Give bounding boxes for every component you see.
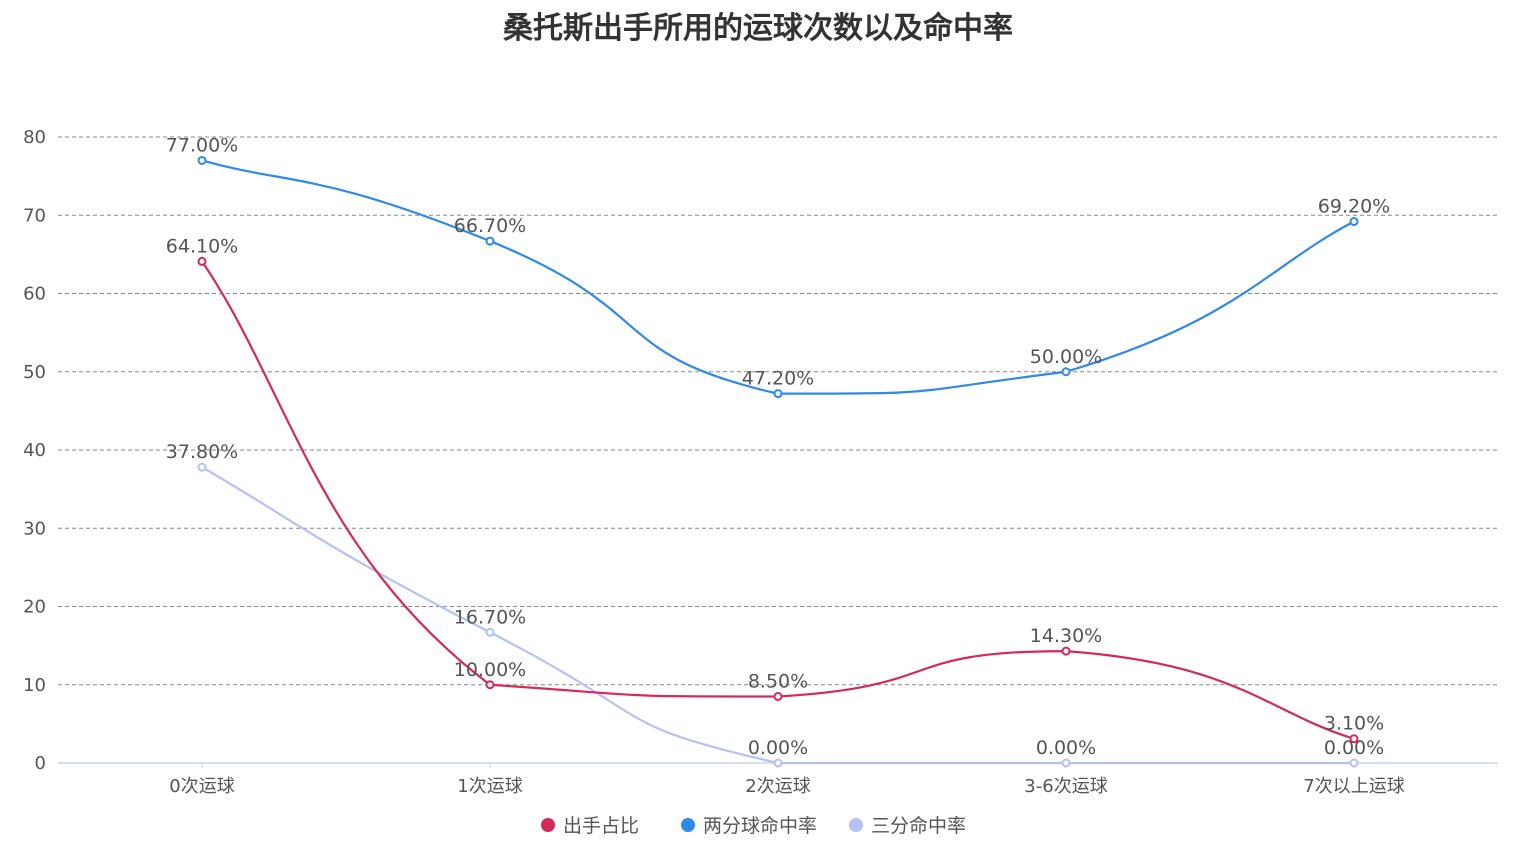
data-point[interactable] [197, 256, 207, 266]
y-tick-label: 40 [23, 440, 46, 461]
legend-marker [849, 818, 863, 832]
series-line [201, 260, 1355, 740]
data-point[interactable] [197, 155, 207, 165]
data-point[interactable] [197, 462, 207, 472]
data-label: 0.00% [748, 737, 808, 759]
data-point[interactable] [1061, 758, 1071, 768]
y-tick-label: 30 [23, 518, 46, 539]
x-tick-label: 0次运球 [169, 776, 234, 797]
x-tick-label: 7次以上运球 [1303, 776, 1404, 797]
y-tick-label: 50 [23, 362, 46, 383]
data-label: 14.30% [1030, 625, 1102, 647]
data-label: 0.00% [1324, 737, 1384, 759]
y-tick-label: 20 [23, 597, 46, 618]
data-label: 0.00% [1036, 737, 1096, 759]
y-tick-label: 0 [35, 753, 46, 774]
data-point[interactable] [1349, 734, 1359, 744]
data-label: 8.50% [748, 670, 808, 692]
legend-marker [541, 818, 555, 832]
legend-item[interactable]: 两分球命中率 [681, 815, 817, 837]
legend-item[interactable]: 三分命中率 [849, 815, 966, 837]
data-point[interactable] [773, 758, 783, 768]
data-label: 50.00% [1030, 346, 1102, 368]
legend-label: 两分球命中率 [703, 815, 817, 837]
legend-label: 出手占比 [563, 815, 639, 837]
x-tick-label: 3-6次运球 [1024, 776, 1107, 797]
data-point[interactable] [485, 680, 495, 690]
y-tick-label: 70 [23, 205, 46, 226]
chart-title: 桑托斯出手所用的运球次数以及命中率 [503, 11, 1013, 46]
data-point[interactable] [1061, 646, 1071, 656]
series-0: 64.10% 10.00% 8.50% 14.30% 3.10% [166, 235, 1384, 744]
y-tick-label: 80 [23, 127, 46, 148]
legend-item[interactable]: 出手占比 [541, 815, 639, 837]
data-point[interactable] [485, 236, 495, 246]
y-tick-label: 10 [23, 675, 46, 696]
legend-label: 三分命中率 [871, 815, 966, 837]
data-label: 10.00% [454, 659, 526, 681]
data-label: 16.70% [454, 606, 526, 628]
series-2: 37.80% 16.70% 0.00% 0.00% 0.00% [166, 441, 1384, 768]
data-label: 64.10% [166, 235, 238, 257]
data-point[interactable] [773, 389, 783, 399]
data-label: 66.70% [454, 215, 526, 237]
legend-marker [681, 818, 695, 832]
y-tick-label: 60 [23, 284, 46, 305]
data-point[interactable] [1061, 367, 1071, 377]
series-1: 77.00% 66.70% 47.20% 50.00% 69.20% [166, 134, 1390, 399]
data-label: 69.20% [1318, 196, 1390, 218]
data-point[interactable] [1349, 217, 1359, 227]
data-label: 77.00% [166, 134, 238, 156]
data-label: 37.80% [166, 441, 238, 463]
x-tick-label: 2次运球 [745, 776, 810, 797]
series-line [201, 466, 1354, 765]
data-point[interactable] [485, 627, 495, 637]
data-point[interactable] [773, 691, 783, 701]
data-label: 47.20% [742, 368, 814, 390]
data-label: 3.10% [1324, 713, 1384, 735]
x-tick-label: 1次运球 [457, 776, 522, 797]
data-point[interactable] [1349, 758, 1359, 768]
series-line [201, 159, 1355, 395]
